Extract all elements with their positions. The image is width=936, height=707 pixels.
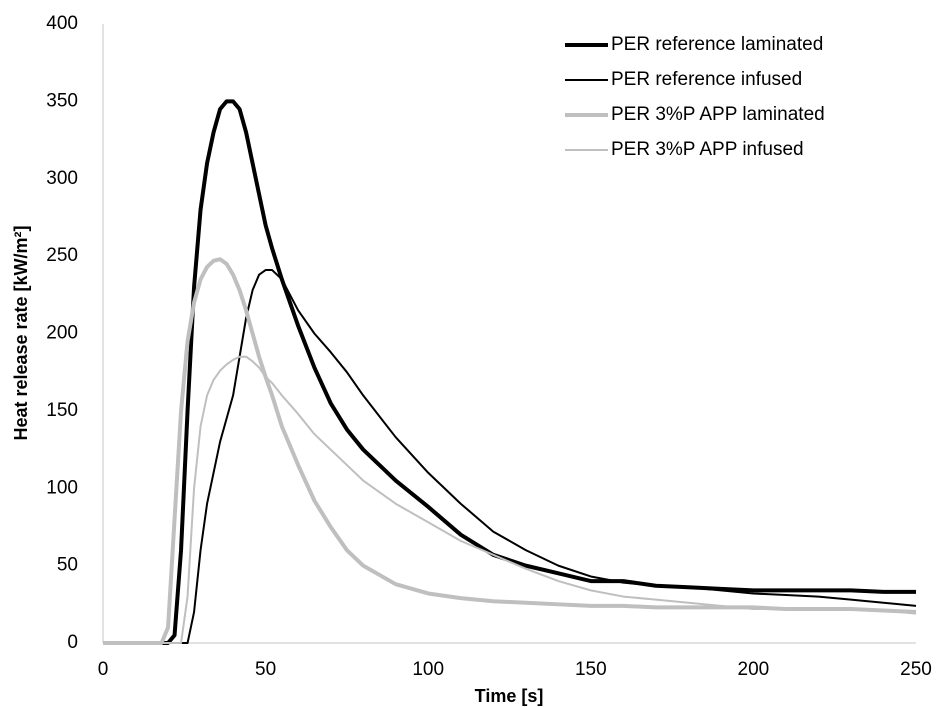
y-axis-title: Heat release rate [kW/m²] (11, 225, 31, 440)
x-tick-label: 100 (412, 659, 444, 680)
y-tick-label: 50 (57, 555, 78, 576)
legend-label: PER 3%P APP infused (611, 139, 804, 160)
x-tick-label: 250 (900, 659, 932, 680)
legend-label: PER reference laminated (611, 34, 823, 55)
x-tick-label: 0 (98, 659, 109, 680)
x-tick-label: 150 (575, 659, 607, 680)
line-series (103, 257, 917, 645)
x-axis-title: Time [s] (475, 686, 544, 706)
legend-label: PER reference infused (611, 69, 802, 90)
x-tick-label: 50 (255, 659, 276, 680)
x-tick-label: 200 (738, 659, 770, 680)
y-tick-label: 250 (46, 245, 78, 266)
y-tick-label: 350 (46, 90, 78, 111)
y-tick-label: 100 (46, 477, 78, 498)
legend-label: PER 3%P APP laminated (611, 104, 825, 125)
y-tick-label: 200 (46, 323, 78, 344)
y-tick-label: 400 (46, 13, 78, 34)
y-tick-label: 300 (46, 168, 78, 189)
line-series (103, 355, 917, 644)
y-tick-label: 150 (46, 400, 78, 421)
line-series (103, 269, 917, 644)
y-tick-label: 0 (67, 632, 78, 653)
